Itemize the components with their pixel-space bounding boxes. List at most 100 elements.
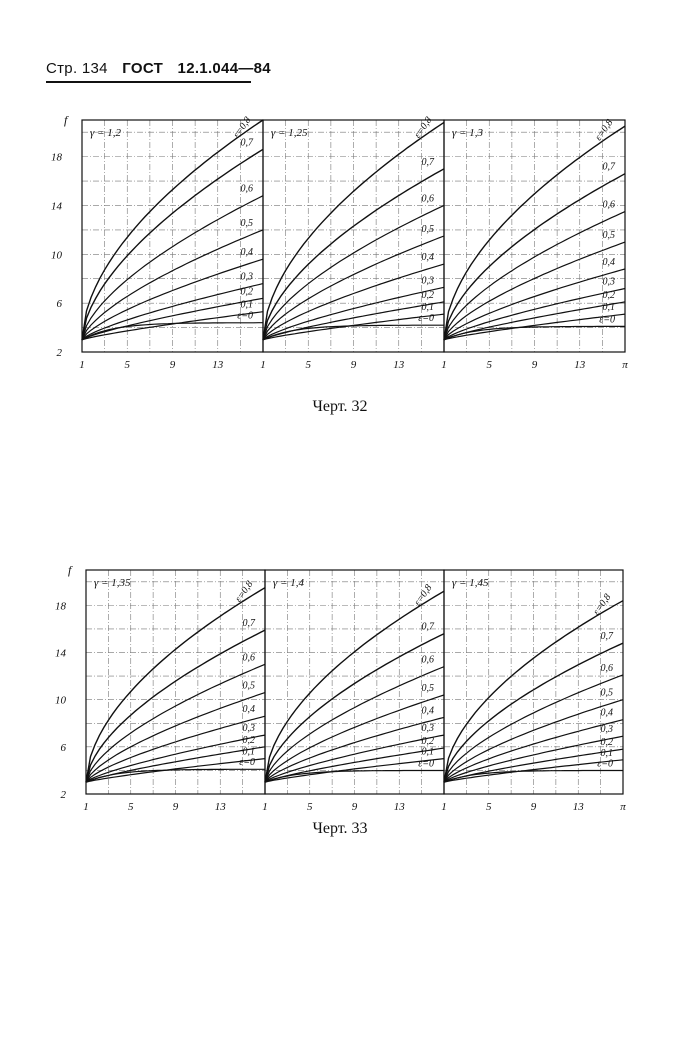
series-curve [262,168,445,340]
y-tick-label: 10 [55,695,67,707]
series-curve [443,125,626,340]
figure-32-caption: Черт. 32 [312,398,368,415]
x-tick-label: 9 [532,359,538,371]
series-label: 0,2 [603,290,616,301]
series-curve [85,768,265,783]
series-curve [443,674,624,783]
series-curve [443,211,626,341]
series-curve [262,204,445,340]
series-label: 0,7 [601,631,615,642]
series-label: 0,4 [422,252,435,263]
gamma-label: γ = 1,45 [452,577,489,589]
series-label: 0,4 [601,708,614,719]
figure-33-caption: Черт. 33 [312,820,368,837]
series-curve [443,699,624,783]
series-curve [85,758,266,783]
y-tick-label: 18 [51,152,63,164]
series-curve [443,301,626,341]
chart-panel: γ = 1,21 5 9 13ε=0,80,70,60,50,40,30,20,1ε=… [79,115,264,371]
x-tick-label: 13 [574,359,586,371]
standard-label: ГОСТ [122,60,164,77]
series-curve [264,694,445,783]
series-curve [262,121,445,340]
series-curve [264,590,445,783]
x-tick-label: 1 [262,801,268,813]
series-curve [81,148,264,340]
series-label: 0,3 [603,277,616,288]
series-curve [443,173,626,340]
series-label: 0,7 [243,618,257,629]
series-label: 0,1 [243,747,256,758]
series-curve [264,747,445,783]
x-axis-end-label: π [620,801,626,813]
figure-33: f 18 14 10 6 2 γ = 1,35 1 5 9 13 ε=0,8 0,7 0,6 0,5 0,4 0… [55,563,626,813]
series-curve [443,769,623,783]
series-label: ε=0 [599,314,615,325]
x-tick-label: 13 [212,359,224,371]
series-label: 0,2 [601,737,614,748]
y-tick-label: 6 [57,298,63,310]
series-curve [264,716,445,783]
x-tick-label: 5 [125,359,131,371]
series-curve [81,322,263,341]
chart-panel: γ = 1,25 1 5 9 13 ε=0,8 0,7 0,6 0,5 0,4 0,3 0,20,1ε… [260,115,445,371]
series-label: 0,4 [603,257,616,268]
panel-frame [443,569,624,795]
series-label: 0,2 [422,290,435,301]
y-axis-label: f [68,563,73,577]
series-label: 0,4 [241,247,254,258]
x-tick-label: 13 [215,801,227,813]
y-axis-label: f [64,113,69,127]
x-tick-label: 5 [487,359,493,371]
x-tick-label: 1 [441,359,447,371]
y-tick-label: 18 [55,600,67,612]
gamma-label: γ = 1,35 [94,577,131,589]
x-tick-label: 5 [306,359,312,371]
x-tick-label: 1 [441,801,447,813]
x-tick-label: 13 [394,801,406,813]
x-tick-label: 13 [393,359,405,371]
series-label: ε=0,8 [233,579,255,604]
series-label: 0,3 [422,723,435,734]
figure-32: f 18 14 10 6 2 γ = 1,2 1 5 9 13 ε=0,8 0,7 0,6 0,5 0,4 0,… [51,113,628,371]
gamma-label: γ = 1,4 [273,577,305,589]
series-curve [264,633,445,783]
page-number: Стр. 134 [46,60,108,77]
series-curve [85,587,266,783]
y-tick-label: 14 [51,200,63,212]
gamma-label: γ = 1,3 [452,127,484,139]
series-label: 0,6 [241,184,254,195]
x-tick-label: 9 [173,801,179,813]
series-label: 0,1 [603,302,616,313]
series-label: ε=0,8 [412,115,434,140]
series-curve [85,734,266,783]
series-label: 0,3 [601,724,614,735]
y-tick-label: 6 [61,742,67,754]
series-label: ε=0,8 [591,592,613,617]
x-tick-label: 9 [170,359,176,371]
x-tick-label: 5 [486,801,492,813]
series-curve [262,324,444,341]
x-tick-label: 1 [83,801,89,813]
series-label: ε=0 [418,758,434,769]
series-curve [81,297,264,341]
page-header: Стр. 134 ГОСТ 12.1.044—84 [46,60,271,77]
series-curve [264,666,445,783]
series-label: 0,2 [241,286,254,297]
series-curve [262,286,445,341]
series-curve [262,235,445,341]
y-tick-label: 10 [51,249,63,261]
series-curve [443,642,624,783]
x-tick-label: 1 [79,359,85,371]
series-label: 0,3 [422,275,435,286]
series-curve [443,268,626,341]
series-curve [262,263,445,341]
series-curve [81,229,264,341]
series-curve [264,758,445,783]
series-label: 0,5 [603,230,616,241]
series-curve [443,719,624,783]
series-label: 0,1 [601,748,614,759]
series-curve [85,692,266,783]
series-curve [443,313,626,341]
series-label: 0,6 [603,200,616,211]
